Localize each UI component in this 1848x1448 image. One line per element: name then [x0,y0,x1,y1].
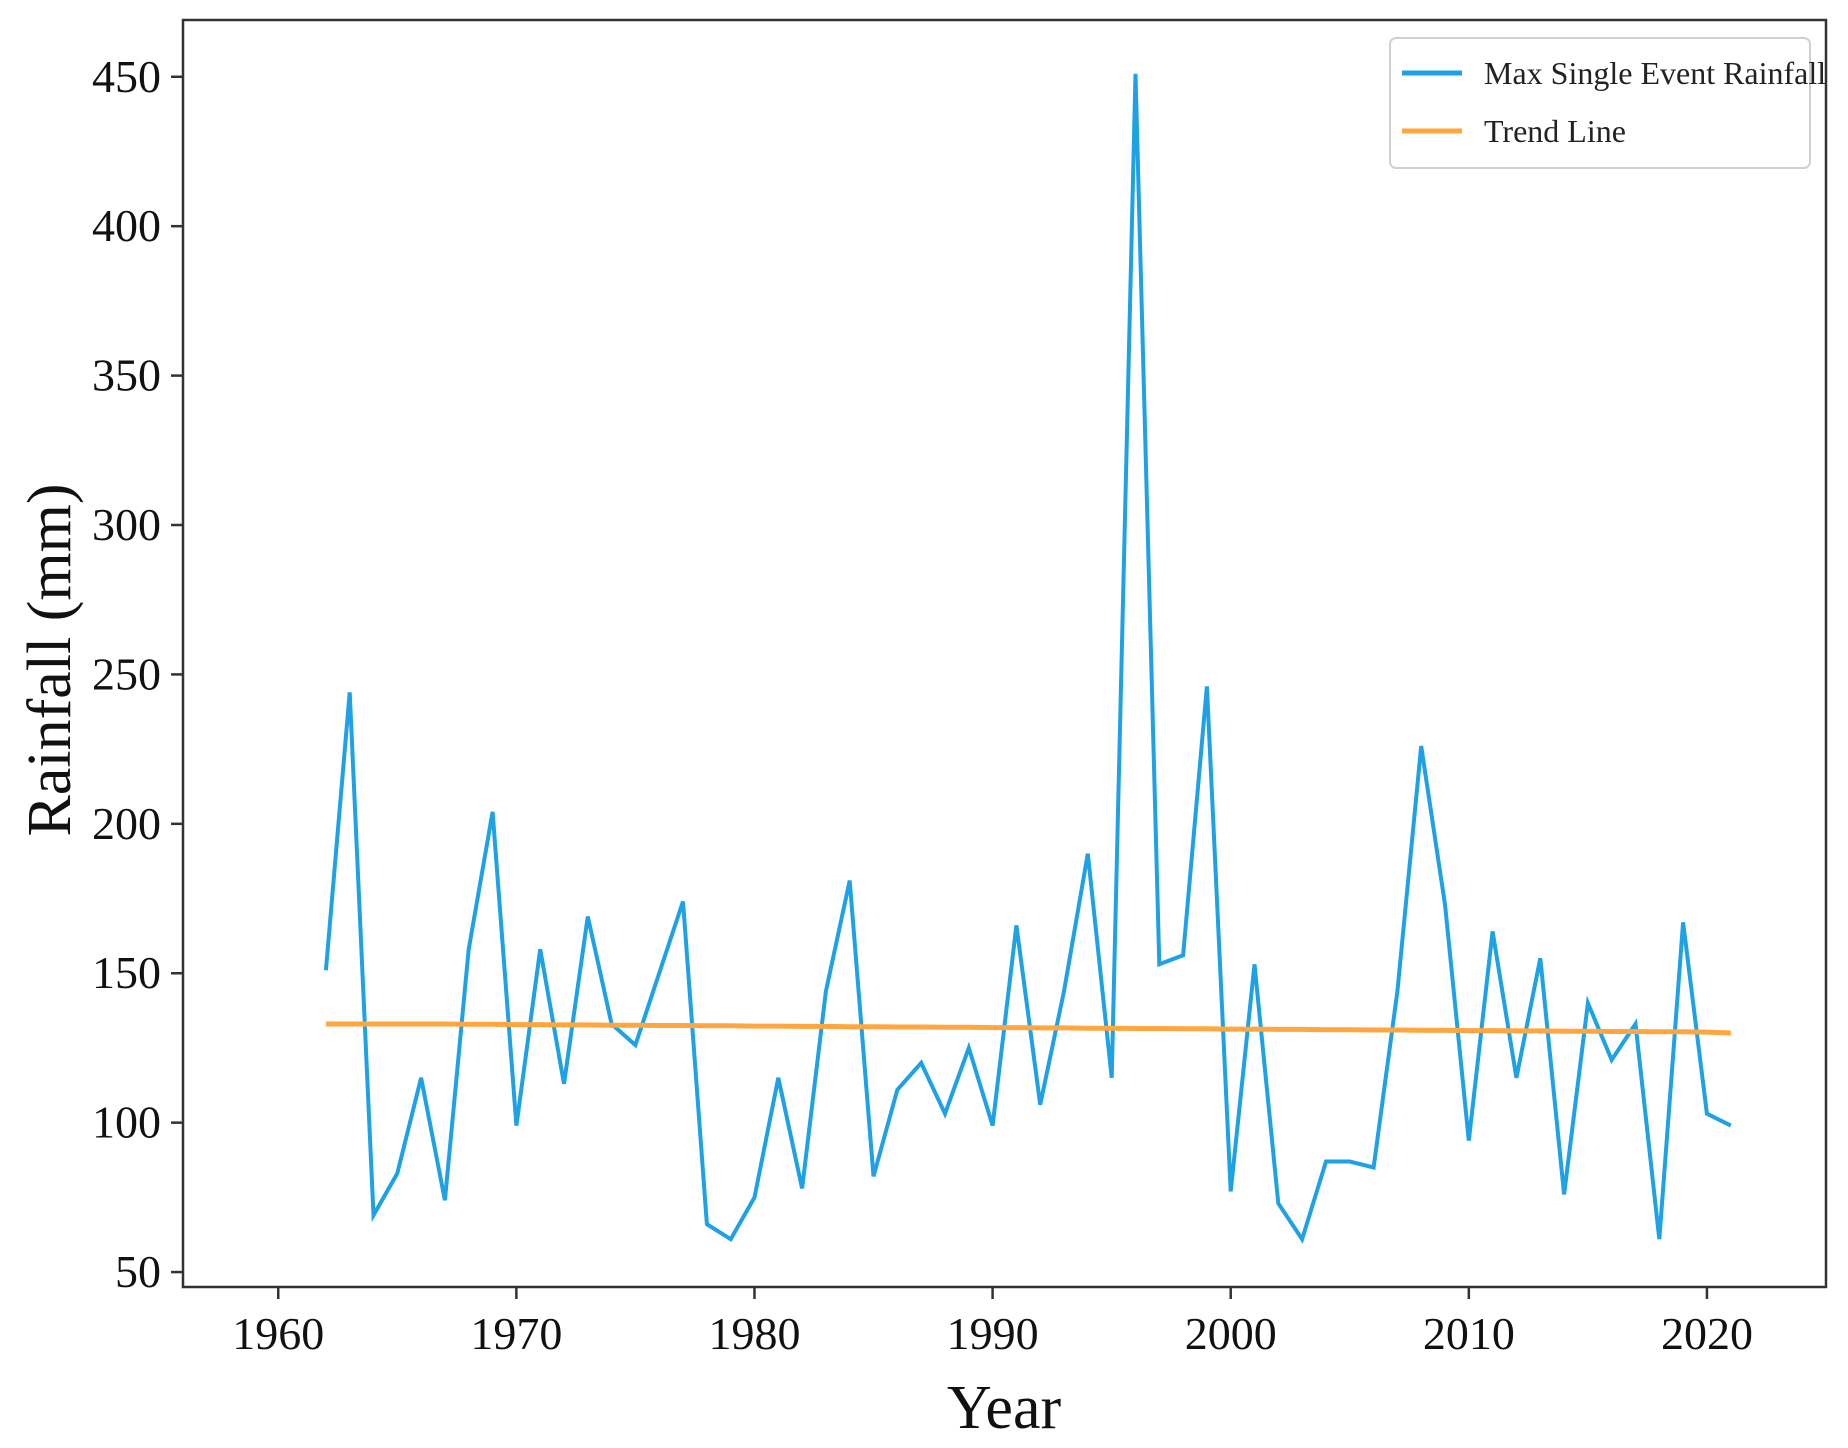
legend: Max Single Event Rainfall Trend Line [1389,37,1826,169]
x-tick-label: 1980 [708,1308,800,1359]
x-tick-label: 1960 [232,1308,324,1359]
series-line-trend [325,1021,1731,1036]
y-axis-title: Rainfall (mm) [16,484,84,837]
y-tick-label: 50 [115,1246,161,1297]
legend-box [1389,37,1811,169]
y-axis-ticks: 50 100 150 200 250 300 350 400 450 [92,51,183,1297]
legend-label-series-1: Trend Line [1484,113,1626,149]
y-tick-label: 300 [92,499,161,550]
y-tick-label: 100 [92,1097,161,1148]
x-axis-ticks: 1960 1970 1980 1990 2000 2010 2020 [232,1287,1753,1359]
y-tick-label: 200 [92,798,161,849]
plot-frame [181,18,1828,1289]
x-tick-label: 2000 [1185,1308,1277,1359]
x-tick-label: 2010 [1423,1308,1515,1359]
y-tick-label: 250 [92,648,161,699]
x-tick-label: 2020 [1661,1308,1753,1359]
x-tick-label: 1970 [470,1308,562,1359]
x-axis-title: Year [947,1374,1062,1442]
x-tick-label: 1990 [947,1308,1039,1359]
y-tick-label: 450 [92,51,161,102]
series-layer [323,73,1732,1244]
y-tick-label: 150 [92,947,161,998]
y-tick-label: 400 [92,200,161,251]
y-tick-label: 350 [92,350,161,401]
series-line-max-single-event-rainfall [323,73,1732,1244]
legend-label-series-0: Max Single Event Rainfall [1484,55,1826,91]
